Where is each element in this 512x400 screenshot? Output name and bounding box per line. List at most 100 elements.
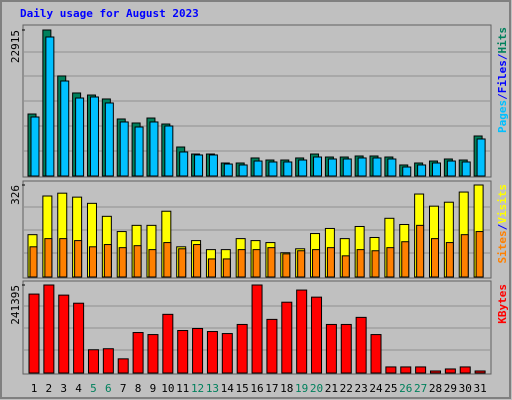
bar [370, 334, 382, 374]
bar [431, 162, 441, 177]
bar [74, 240, 83, 278]
bar [148, 249, 157, 278]
bar [387, 158, 397, 177]
bar [177, 330, 189, 374]
bar [327, 158, 337, 177]
x-tick-label: 29 [444, 382, 457, 395]
y-tick-label: 241395 [9, 285, 22, 325]
bar [44, 238, 53, 278]
bar [117, 358, 129, 374]
bar [238, 164, 248, 177]
bar [417, 164, 427, 177]
guide-lines [24, 51, 490, 351]
x-tick-label: 20 [310, 382, 323, 395]
bar [178, 248, 187, 278]
legend-text: KBytes [496, 284, 509, 324]
bar [237, 249, 246, 278]
bar [461, 161, 471, 177]
bar [355, 316, 367, 374]
bar [60, 80, 70, 177]
x-tick-label: 17 [265, 382, 278, 395]
x-tick-label: 23 [355, 382, 368, 395]
bar [281, 301, 293, 374]
bar [73, 302, 85, 374]
x-tick-label: 21 [325, 382, 338, 395]
bar [119, 121, 129, 177]
bar [164, 125, 174, 177]
bar [342, 158, 352, 177]
x-tick-label: 11 [176, 382, 189, 395]
bar [162, 313, 174, 374]
bar [194, 154, 204, 177]
bar [87, 349, 99, 374]
x-tick-label: 12 [191, 382, 204, 395]
bar [386, 247, 395, 278]
x-tick-label: 30 [459, 382, 472, 395]
bar [283, 161, 293, 177]
x-tick-label: 15 [236, 382, 249, 395]
bar [208, 154, 218, 177]
bar [192, 327, 204, 374]
legend-text: Hits [496, 27, 509, 54]
bar [103, 244, 112, 278]
bar [340, 323, 352, 374]
bar [385, 366, 397, 374]
x-tick-label: 24 [369, 382, 383, 395]
x-tick-label: 5 [90, 382, 97, 395]
bar [401, 241, 410, 278]
bar [372, 157, 382, 177]
bar [58, 294, 70, 374]
bar [326, 247, 335, 278]
bar [311, 296, 323, 374]
bar [45, 36, 55, 177]
bar [102, 348, 114, 374]
x-tick-label: 22 [340, 382, 353, 395]
x-tick-label: 1 [31, 382, 38, 395]
bar [88, 246, 97, 278]
bar [400, 366, 412, 374]
bar [221, 333, 233, 374]
x-tick-label: 18 [280, 382, 293, 395]
bar [416, 224, 425, 278]
bar [179, 151, 189, 177]
bar [89, 96, 99, 177]
legend-text: Pages [496, 100, 509, 133]
x-tick-label: 13 [206, 382, 219, 395]
bar [415, 366, 427, 374]
bar [297, 250, 306, 278]
bar [28, 293, 40, 374]
x-tick-label: 4 [75, 382, 82, 395]
bar [444, 368, 456, 374]
bar [356, 249, 365, 278]
bar [445, 242, 454, 278]
legend-text: / [496, 53, 509, 60]
legend: KBytes [496, 284, 509, 324]
x-tick-label: 16 [250, 382, 263, 395]
bar [43, 284, 55, 374]
bar [402, 166, 412, 177]
x-tick-label: 6 [105, 382, 112, 395]
bar [251, 284, 263, 374]
x-tick-label: 9 [150, 382, 157, 395]
bar [475, 231, 484, 278]
bar [104, 102, 114, 177]
bar [474, 370, 486, 374]
bar [223, 163, 233, 177]
bar [371, 250, 380, 278]
legend-text: / [496, 223, 509, 230]
bar [163, 242, 172, 278]
bar [132, 332, 144, 374]
bar [429, 370, 441, 374]
bar [298, 159, 308, 177]
bar [341, 255, 350, 278]
legend: Pages/Files/Hits [496, 27, 509, 133]
legend-text: Visits [496, 184, 509, 224]
bar [430, 238, 439, 278]
chart-title: Daily usage for August 2023 [20, 7, 199, 20]
bar [118, 247, 127, 278]
bar [446, 160, 456, 177]
bar [268, 161, 278, 177]
x-tick-label: 8 [135, 382, 142, 395]
bar [282, 253, 291, 278]
bar [75, 97, 85, 177]
